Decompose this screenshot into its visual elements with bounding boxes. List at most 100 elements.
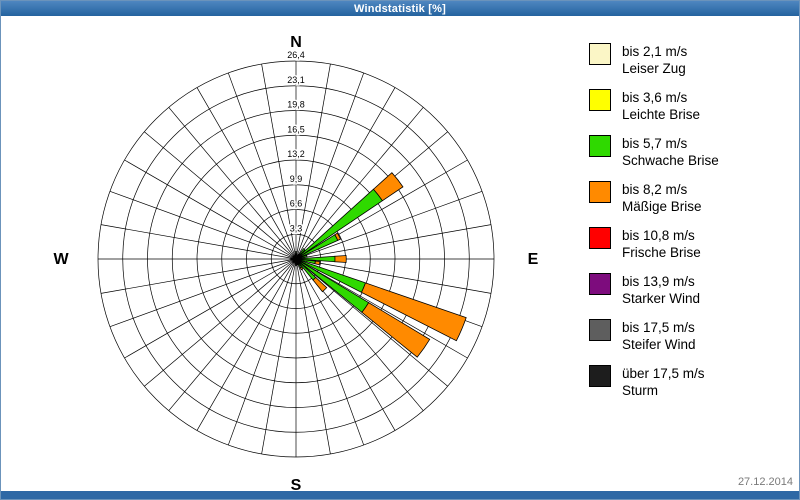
grid-spoke xyxy=(227,72,297,260)
compass-label-s: S xyxy=(291,477,302,494)
legend-speed-label: bis 10,8 m/s xyxy=(622,228,695,243)
legend-class-name: Steifer Wind xyxy=(622,337,696,352)
windrose-petal-segment xyxy=(334,232,342,241)
radial-tick-label: 23,1 xyxy=(287,75,305,85)
legend-class-name: Starker Wind xyxy=(622,291,701,306)
windrose-petal-segment xyxy=(297,248,306,257)
grid-spoke xyxy=(109,190,297,260)
grid-spoke xyxy=(295,190,483,260)
grid-spoke xyxy=(295,258,468,359)
legend-color-swatch xyxy=(589,273,611,295)
grid-spoke xyxy=(168,107,297,260)
window-title: Windstatistik [%] xyxy=(354,2,446,15)
grid-spoke xyxy=(144,131,297,260)
windrose-petal-segment xyxy=(292,255,296,259)
compass-label-e: E xyxy=(528,251,539,268)
legend-class-name: Leichte Brise xyxy=(622,107,701,122)
legend-class-name: Sturm xyxy=(622,383,659,398)
radial-tick-label: 3,3 xyxy=(290,223,303,233)
radial-tick-label: 26,4 xyxy=(287,50,305,60)
legend-label: bis 5,7 m/s Schwache Brise xyxy=(622,135,719,169)
legend-label: bis 13,9 m/s Starker Wind xyxy=(622,273,700,307)
legend-class-name: Mäßige Brise xyxy=(622,199,702,214)
date-label: 27.12.2014 xyxy=(737,476,793,488)
legend-item: bis 5,7 m/s Schwache Brise xyxy=(589,135,719,169)
windrose-petal-segment xyxy=(314,260,321,266)
grid-spoke xyxy=(196,258,297,431)
grid-spoke xyxy=(295,87,396,260)
windrose-petal-segment xyxy=(360,282,467,342)
windrose-petal-segment xyxy=(295,260,299,266)
legend-color-swatch xyxy=(589,181,611,203)
legend-speed-label: bis 8,2 m/s xyxy=(622,182,688,197)
legend-speed-label: über 17,5 m/s xyxy=(622,366,705,381)
legend-class-name: Frische Brise xyxy=(622,245,701,260)
legend-speed-label: bis 5,7 m/s xyxy=(622,136,688,151)
legend-color-swatch xyxy=(589,227,611,249)
radial-tick-label: 9,9 xyxy=(290,174,303,184)
legend-color-swatch xyxy=(589,135,611,157)
legend-color-swatch xyxy=(589,319,611,341)
windrose-petal-segment xyxy=(292,258,296,261)
windrose-petal-segment xyxy=(312,276,328,293)
grid-spoke xyxy=(261,63,297,260)
grid-spoke xyxy=(124,159,297,260)
legend-label: bis 10,8 m/s Frische Brise xyxy=(622,227,701,261)
legend-label: bis 8,2 m/s Mäßige Brise xyxy=(622,181,702,215)
legend-item: bis 10,8 m/s Frische Brise xyxy=(589,227,719,261)
legend: bis 2,1 m/s Leiser Zug bis 3,6 m/s Leichte … xyxy=(589,43,719,399)
grid-spoke xyxy=(109,258,297,328)
legend-speed-label: bis 3,6 m/s xyxy=(622,90,688,105)
grid-spoke xyxy=(261,258,297,455)
grid-spoke xyxy=(227,258,297,446)
legend-class-name: Leiser Zug xyxy=(622,61,686,76)
legend-item: bis 3,6 m/s Leichte Brise xyxy=(589,89,719,123)
grid-spoke xyxy=(124,258,297,359)
grid-spoke xyxy=(168,258,297,411)
windrose-petal-segment xyxy=(372,172,404,202)
grid-spoke xyxy=(144,258,297,387)
legend-label: bis 3,6 m/s Leichte Brise xyxy=(622,89,700,123)
windrose-petal-segment xyxy=(299,266,304,271)
legend-speed-label: bis 13,9 m/s xyxy=(622,274,695,289)
windrose-petal-segment xyxy=(293,259,296,264)
windrose-petal-segment xyxy=(361,302,431,358)
windrose-petal-segment xyxy=(292,257,296,259)
grid-spoke xyxy=(100,258,297,294)
grid-spoke xyxy=(295,258,396,431)
grid-spoke xyxy=(100,224,297,260)
title-bar: Windstatistik [%] xyxy=(1,1,799,16)
legend-color-swatch xyxy=(589,365,611,387)
legend-label: bis 2,1 m/s Leiser Zug xyxy=(622,43,687,77)
windrose-petal-segment xyxy=(295,251,297,256)
legend-color-swatch xyxy=(589,89,611,111)
windrose-petal-segment xyxy=(290,258,295,260)
grid-spoke xyxy=(295,258,331,455)
legend-color-swatch xyxy=(589,43,611,65)
legend-item: über 17,5 m/s Sturm xyxy=(589,365,719,399)
windrose-petal-segment xyxy=(300,188,383,256)
compass-label-n: N xyxy=(290,34,302,51)
legend-item: bis 8,2 m/s Mäßige Brise xyxy=(589,181,719,215)
grid-spoke xyxy=(295,72,365,260)
legend-label: bis 17,5 m/s Steifer Wind xyxy=(622,319,696,353)
radial-tick-label: 13,2 xyxy=(287,149,305,159)
grid-spoke xyxy=(295,258,448,387)
legend-class-name: Schwache Brise xyxy=(622,153,719,168)
radial-tick-label: 6,6 xyxy=(290,199,303,209)
legend-label: über 17,5 m/s Sturm xyxy=(622,365,705,399)
grid-spoke xyxy=(295,224,492,260)
grid-spoke xyxy=(295,107,424,260)
compass-label-w: W xyxy=(53,251,69,268)
legend-item: bis 17,5 m/s Steifer Wind xyxy=(589,319,719,353)
grid-spoke xyxy=(295,258,492,294)
bottom-bar xyxy=(1,491,799,499)
legend-speed-label: bis 17,5 m/s xyxy=(622,320,695,335)
windrose-petal-segment xyxy=(293,254,297,259)
grid-spoke xyxy=(196,87,297,260)
windrose-petal-segment xyxy=(299,254,308,259)
windrose-petal-segment xyxy=(292,259,296,263)
grid-spoke xyxy=(295,63,331,260)
windrose-petal-segment xyxy=(334,255,347,263)
